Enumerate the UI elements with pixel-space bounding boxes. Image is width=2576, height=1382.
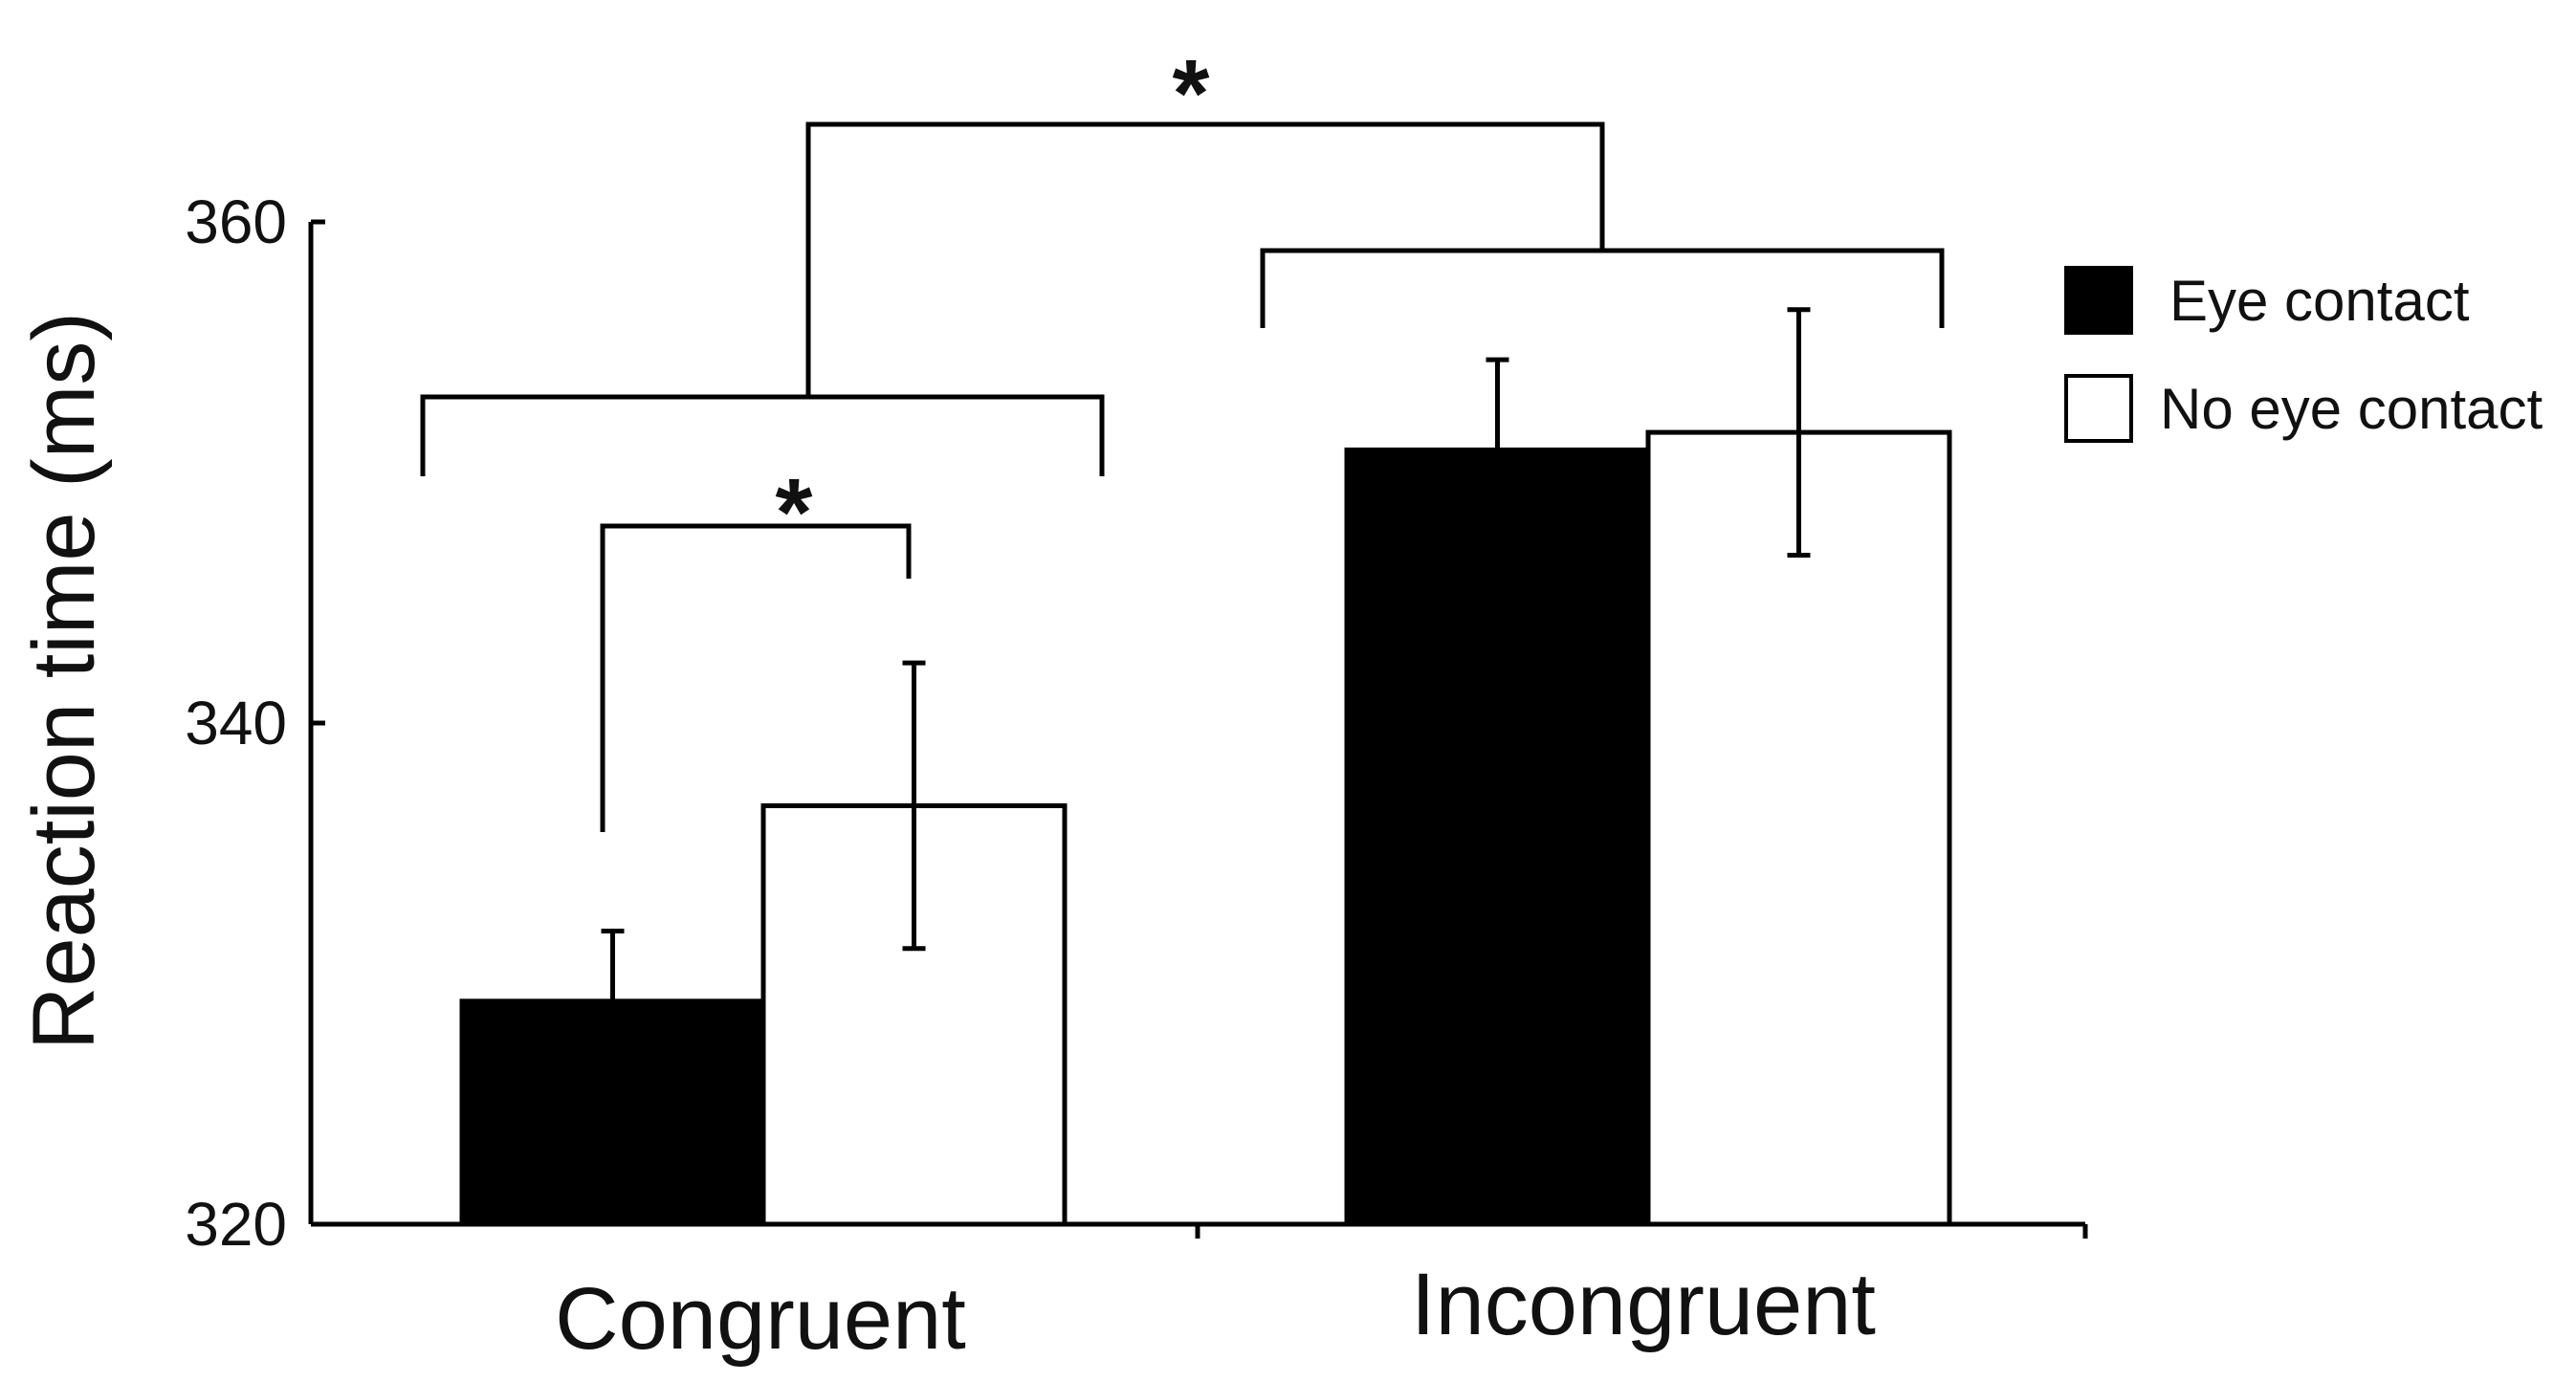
significance-star: * bbox=[776, 459, 813, 566]
y-axis-label: Reaction time (ms) bbox=[15, 312, 113, 1050]
significance-labels: ** bbox=[776, 40, 1210, 566]
y-tick-label: 360 bbox=[185, 187, 287, 256]
bar-no-eye-contact-incongruent bbox=[1645, 429, 1952, 1227]
outer-bracket-between-groups bbox=[805, 121, 1605, 397]
y-tick-label: 320 bbox=[185, 1190, 287, 1259]
y-tick-label: 340 bbox=[185, 689, 287, 757]
significance-star: * bbox=[1173, 40, 1210, 147]
bars bbox=[459, 307, 1952, 1227]
legend-label: No eye contact bbox=[2160, 377, 2543, 441]
group-bracket-incongruent bbox=[1260, 248, 1945, 328]
significance-brackets bbox=[420, 121, 1945, 832]
x-tick-label-incongruent: Incongruent bbox=[1411, 1256, 1876, 1353]
legend: Eye contact No eye contact bbox=[2064, 266, 2543, 443]
legend-swatch-no-eye-contact bbox=[2064, 374, 2133, 443]
category-labels: Congruent Incongruent bbox=[555, 1256, 1876, 1368]
group-bracket-congruent bbox=[420, 394, 1105, 476]
legend-label: Eye contact bbox=[2169, 269, 2470, 333]
bar-eye-contact-congruent bbox=[459, 998, 766, 1227]
legend-swatch-eye-contact bbox=[2064, 266, 2133, 335]
inner-bracket-congruent bbox=[600, 523, 912, 832]
bar-eye-contact-incongruent bbox=[1344, 447, 1651, 1227]
x-tick-label-congruent: Congruent bbox=[555, 1270, 966, 1368]
y-ticks: 320 340 360 bbox=[185, 187, 325, 1259]
